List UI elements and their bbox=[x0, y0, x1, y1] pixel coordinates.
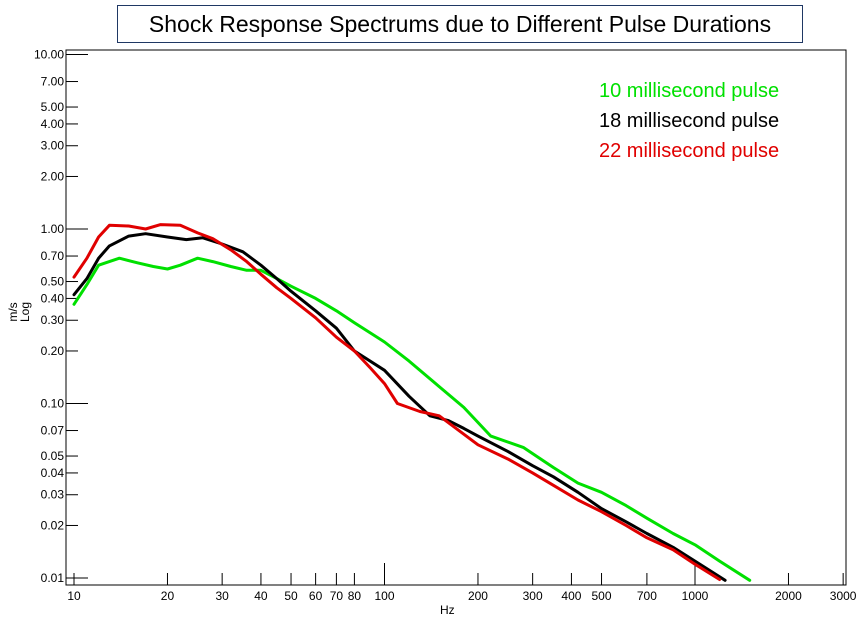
y-tick-label: 1.00 bbox=[41, 222, 65, 236]
x-tick-label: 100 bbox=[374, 589, 394, 603]
x-tick-label: 50 bbox=[284, 589, 298, 603]
chart-title-text: Shock Response Spectrums due to Differen… bbox=[148, 10, 772, 37]
x-tick-label: 40 bbox=[254, 589, 268, 603]
y-tick-label: 2.00 bbox=[41, 169, 65, 183]
legend-item-18ms: 18 millisecond pulse bbox=[599, 110, 780, 132]
series-line-0 bbox=[72, 256, 752, 582]
y-tick-label: 3.00 bbox=[41, 139, 65, 153]
y-tick-label: 0.07 bbox=[41, 424, 65, 438]
x-tick-label: 30 bbox=[215, 589, 229, 603]
x-tick-label: 3000 bbox=[830, 589, 856, 603]
y-tick-label: 0.10 bbox=[41, 397, 65, 411]
y-tick-label: 0.30 bbox=[41, 313, 65, 327]
y-tick-label: 5.00 bbox=[41, 100, 65, 114]
series-line-1 bbox=[72, 232, 727, 582]
legend-item-10ms: 10 millisecond pulse bbox=[599, 80, 780, 102]
y-tick-label: 0.02 bbox=[41, 518, 65, 532]
x-tick-label: 10 bbox=[67, 589, 81, 603]
y-tick-label: 10.00 bbox=[34, 48, 64, 62]
y-tick-label: 0.50 bbox=[41, 275, 65, 289]
y-axis-scale: Log bbox=[18, 301, 32, 323]
y-tick-label: 7.00 bbox=[41, 75, 65, 89]
chart-title: Shock Response Spectrums due to Differen… bbox=[117, 5, 803, 43]
x-tick-label: 20 bbox=[161, 589, 175, 603]
series-line-2 bbox=[72, 223, 722, 581]
x-tick-label: 1000 bbox=[682, 589, 709, 603]
x-axis-label: Hz bbox=[440, 603, 455, 617]
y-tick-label: 0.04 bbox=[41, 466, 65, 480]
y-axis-label: m/s Log bbox=[6, 297, 32, 327]
x-tick-label: 300 bbox=[523, 589, 543, 603]
x-tick-label: 2000 bbox=[775, 589, 802, 603]
y-tick-label: 0.05 bbox=[41, 449, 65, 463]
x-tick-label: 80 bbox=[348, 589, 362, 603]
x-tick-label: 700 bbox=[637, 589, 657, 603]
y-tick-label: 0.70 bbox=[41, 249, 65, 263]
y-tick-label: 0.03 bbox=[41, 488, 65, 502]
x-tick-label: 60 bbox=[309, 589, 323, 603]
x-tick-label: 200 bbox=[468, 589, 488, 603]
x-tick-label: 400 bbox=[561, 589, 581, 603]
x-tick-label: 70 bbox=[330, 589, 344, 603]
plot-frame bbox=[65, 49, 847, 586]
legend-item-22ms: 22 millisecond pulse bbox=[599, 140, 780, 162]
y-tick-label: 0.40 bbox=[41, 291, 65, 305]
legend: 10 millisecond pulse 18 millisecond puls… bbox=[599, 76, 779, 166]
y-tick-label: 0.01 bbox=[41, 571, 65, 585]
x-tick-label: 500 bbox=[592, 589, 612, 603]
y-tick-label: 4.00 bbox=[41, 117, 65, 131]
y-tick-label: 0.20 bbox=[41, 344, 65, 358]
